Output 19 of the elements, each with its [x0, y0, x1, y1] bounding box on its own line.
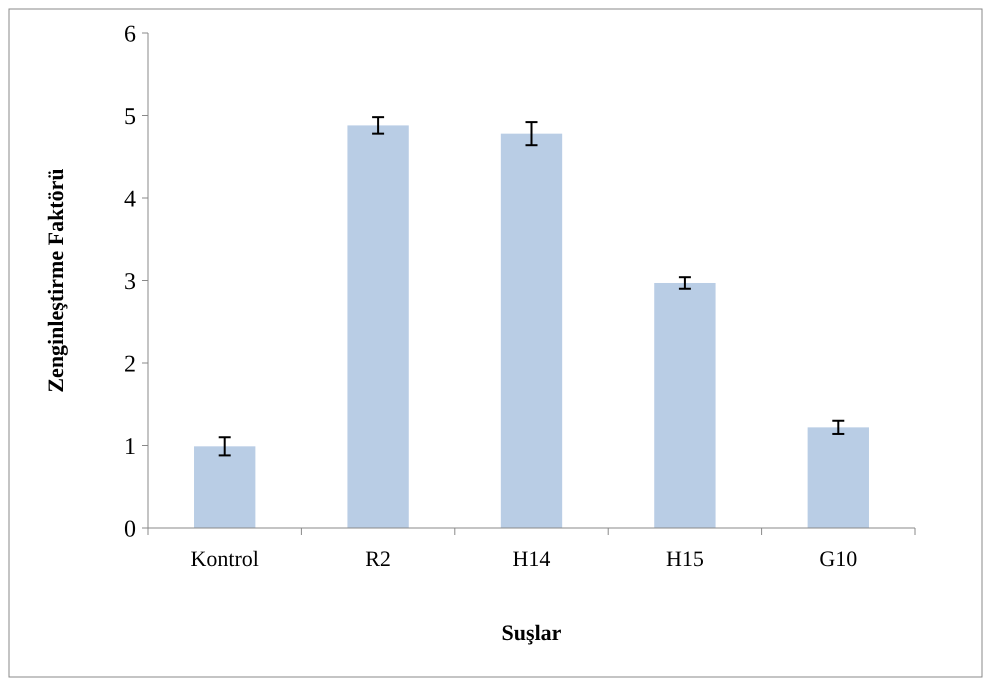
y-tick-label: 3: [124, 268, 136, 295]
bar: [347, 125, 409, 528]
y-axis-title: Zenginleştirme Faktörü: [43, 168, 68, 393]
x-axis-title: Suşlar: [502, 620, 562, 645]
y-tick-label: 6: [124, 21, 136, 48]
bar: [808, 427, 869, 528]
x-tick-label: Kontrol: [190, 546, 259, 571]
y-tick-label: 5: [124, 104, 136, 130]
y-tick-label: 2: [124, 351, 136, 378]
y-tick-label: 0: [124, 516, 136, 542]
bar: [500, 134, 562, 528]
x-tick-label: H14: [512, 546, 550, 571]
x-tick-label: R2: [365, 546, 391, 571]
x-tick-label: G10: [819, 546, 858, 571]
y-tick-label: 4: [124, 186, 136, 212]
y-tick-label: 1: [124, 434, 136, 460]
x-tick-label: H15: [666, 546, 704, 571]
bar: [194, 446, 256, 528]
bar: [654, 282, 716, 528]
